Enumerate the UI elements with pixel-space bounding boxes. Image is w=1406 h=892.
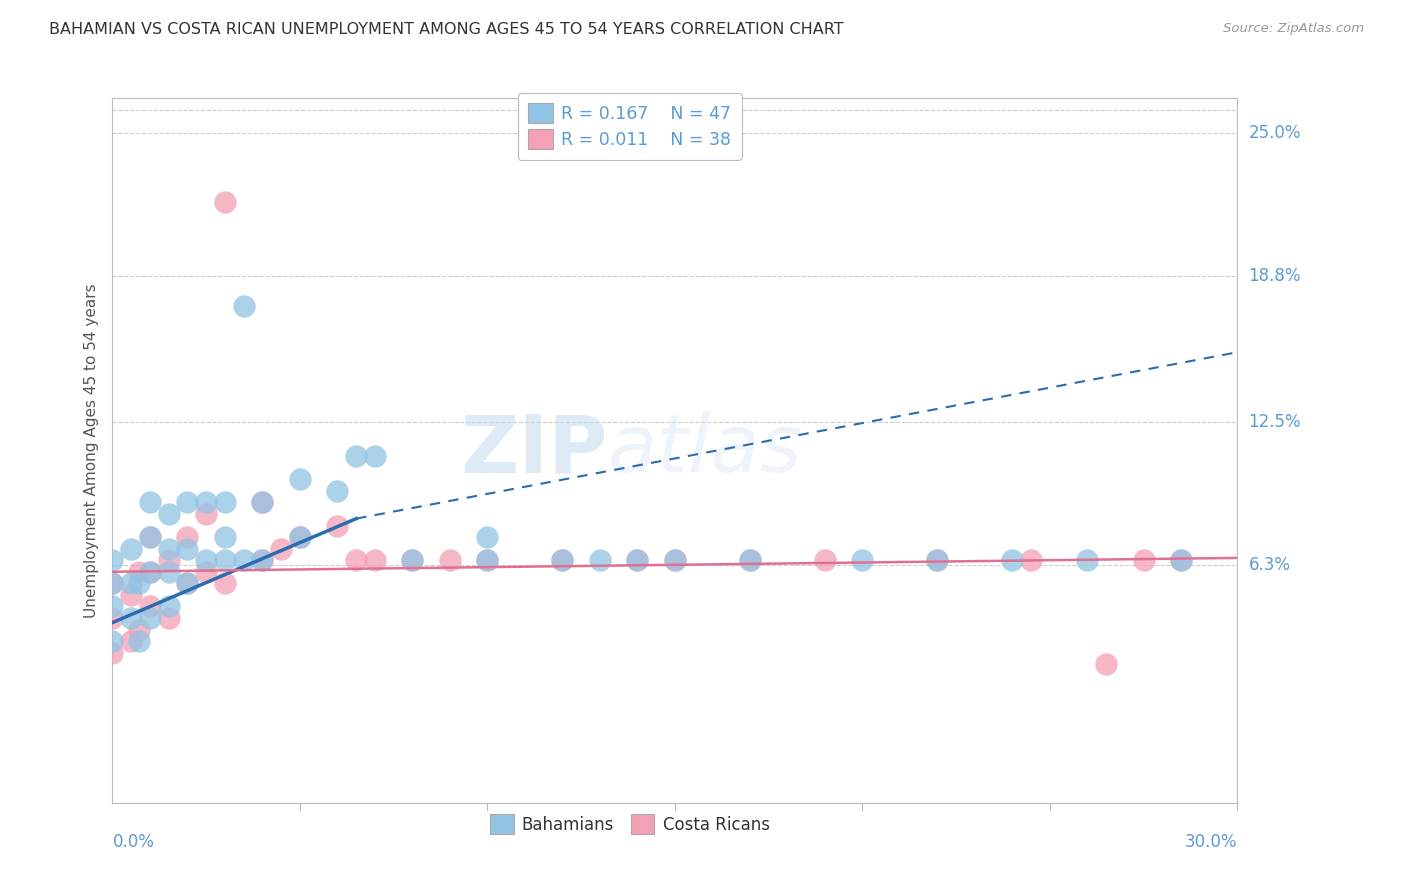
Point: [176, 530, 198, 544]
Text: ZIP: ZIP: [460, 411, 607, 490]
Point: [120, 611, 142, 625]
Point: [326, 483, 349, 498]
Point: [128, 634, 150, 648]
Point: [252, 495, 274, 509]
Point: [176, 576, 198, 591]
Point: [195, 507, 218, 521]
Point: [1170, 553, 1192, 567]
Point: [101, 646, 124, 660]
Point: [364, 449, 387, 463]
Point: [232, 553, 254, 567]
Point: [477, 530, 499, 544]
Point: [128, 576, 150, 591]
Point: [139, 565, 162, 579]
Point: [927, 553, 949, 567]
Text: 6.3%: 6.3%: [1249, 556, 1291, 574]
Text: 18.8%: 18.8%: [1249, 267, 1301, 285]
Point: [120, 588, 142, 602]
Point: [157, 553, 180, 567]
Point: [139, 565, 162, 579]
Point: [551, 553, 574, 567]
Point: [927, 553, 949, 567]
Point: [101, 576, 124, 591]
Point: [176, 576, 198, 591]
Point: [477, 553, 499, 567]
Point: [344, 449, 367, 463]
Point: [128, 565, 150, 579]
Point: [326, 518, 349, 533]
Point: [157, 541, 180, 556]
Point: [195, 565, 218, 579]
Point: [176, 541, 198, 556]
Point: [120, 576, 142, 591]
Point: [157, 599, 180, 614]
Y-axis label: Unemployment Among Ages 45 to 54 years: Unemployment Among Ages 45 to 54 years: [83, 283, 98, 618]
Legend: Bahamians, Costa Ricans: Bahamians, Costa Ricans: [484, 807, 776, 840]
Point: [120, 634, 142, 648]
Point: [288, 472, 311, 486]
Point: [214, 553, 236, 567]
Point: [344, 553, 367, 567]
Point: [139, 495, 162, 509]
Point: [139, 530, 162, 544]
Point: [157, 611, 180, 625]
Point: [1132, 553, 1154, 567]
Point: [252, 553, 274, 567]
Point: [101, 611, 124, 625]
Text: atlas: atlas: [607, 411, 803, 490]
Text: 0.0%: 0.0%: [112, 833, 155, 851]
Point: [195, 495, 218, 509]
Point: [157, 507, 180, 521]
Point: [176, 495, 198, 509]
Point: [738, 553, 761, 567]
Text: BAHAMIAN VS COSTA RICAN UNEMPLOYMENT AMONG AGES 45 TO 54 YEARS CORRELATION CHART: BAHAMIAN VS COSTA RICAN UNEMPLOYMENT AMO…: [49, 22, 844, 37]
Point: [288, 530, 311, 544]
Point: [101, 634, 124, 648]
Point: [477, 553, 499, 567]
Point: [1019, 553, 1042, 567]
Point: [195, 553, 218, 567]
Text: 30.0%: 30.0%: [1185, 833, 1237, 851]
Point: [139, 611, 162, 625]
Point: [851, 553, 873, 567]
Point: [101, 599, 124, 614]
Point: [664, 553, 686, 567]
Point: [439, 553, 461, 567]
Point: [401, 553, 423, 567]
Point: [270, 541, 292, 556]
Point: [214, 530, 236, 544]
Point: [288, 530, 311, 544]
Point: [101, 553, 124, 567]
Point: [626, 553, 648, 567]
Point: [1170, 553, 1192, 567]
Point: [139, 530, 162, 544]
Text: 12.5%: 12.5%: [1249, 413, 1301, 431]
Point: [1001, 553, 1024, 567]
Point: [814, 553, 837, 567]
Text: 25.0%: 25.0%: [1249, 124, 1301, 142]
Text: Source: ZipAtlas.com: Source: ZipAtlas.com: [1223, 22, 1364, 36]
Point: [1076, 553, 1098, 567]
Point: [101, 576, 124, 591]
Point: [157, 565, 180, 579]
Point: [252, 495, 274, 509]
Point: [626, 553, 648, 567]
Point: [214, 195, 236, 210]
Point: [232, 299, 254, 313]
Point: [252, 553, 274, 567]
Point: [551, 553, 574, 567]
Point: [589, 553, 612, 567]
Point: [738, 553, 761, 567]
Point: [214, 495, 236, 509]
Point: [664, 553, 686, 567]
Point: [1095, 657, 1118, 672]
Point: [364, 553, 387, 567]
Point: [139, 599, 162, 614]
Point: [401, 553, 423, 567]
Point: [120, 541, 142, 556]
Point: [128, 623, 150, 637]
Point: [214, 576, 236, 591]
